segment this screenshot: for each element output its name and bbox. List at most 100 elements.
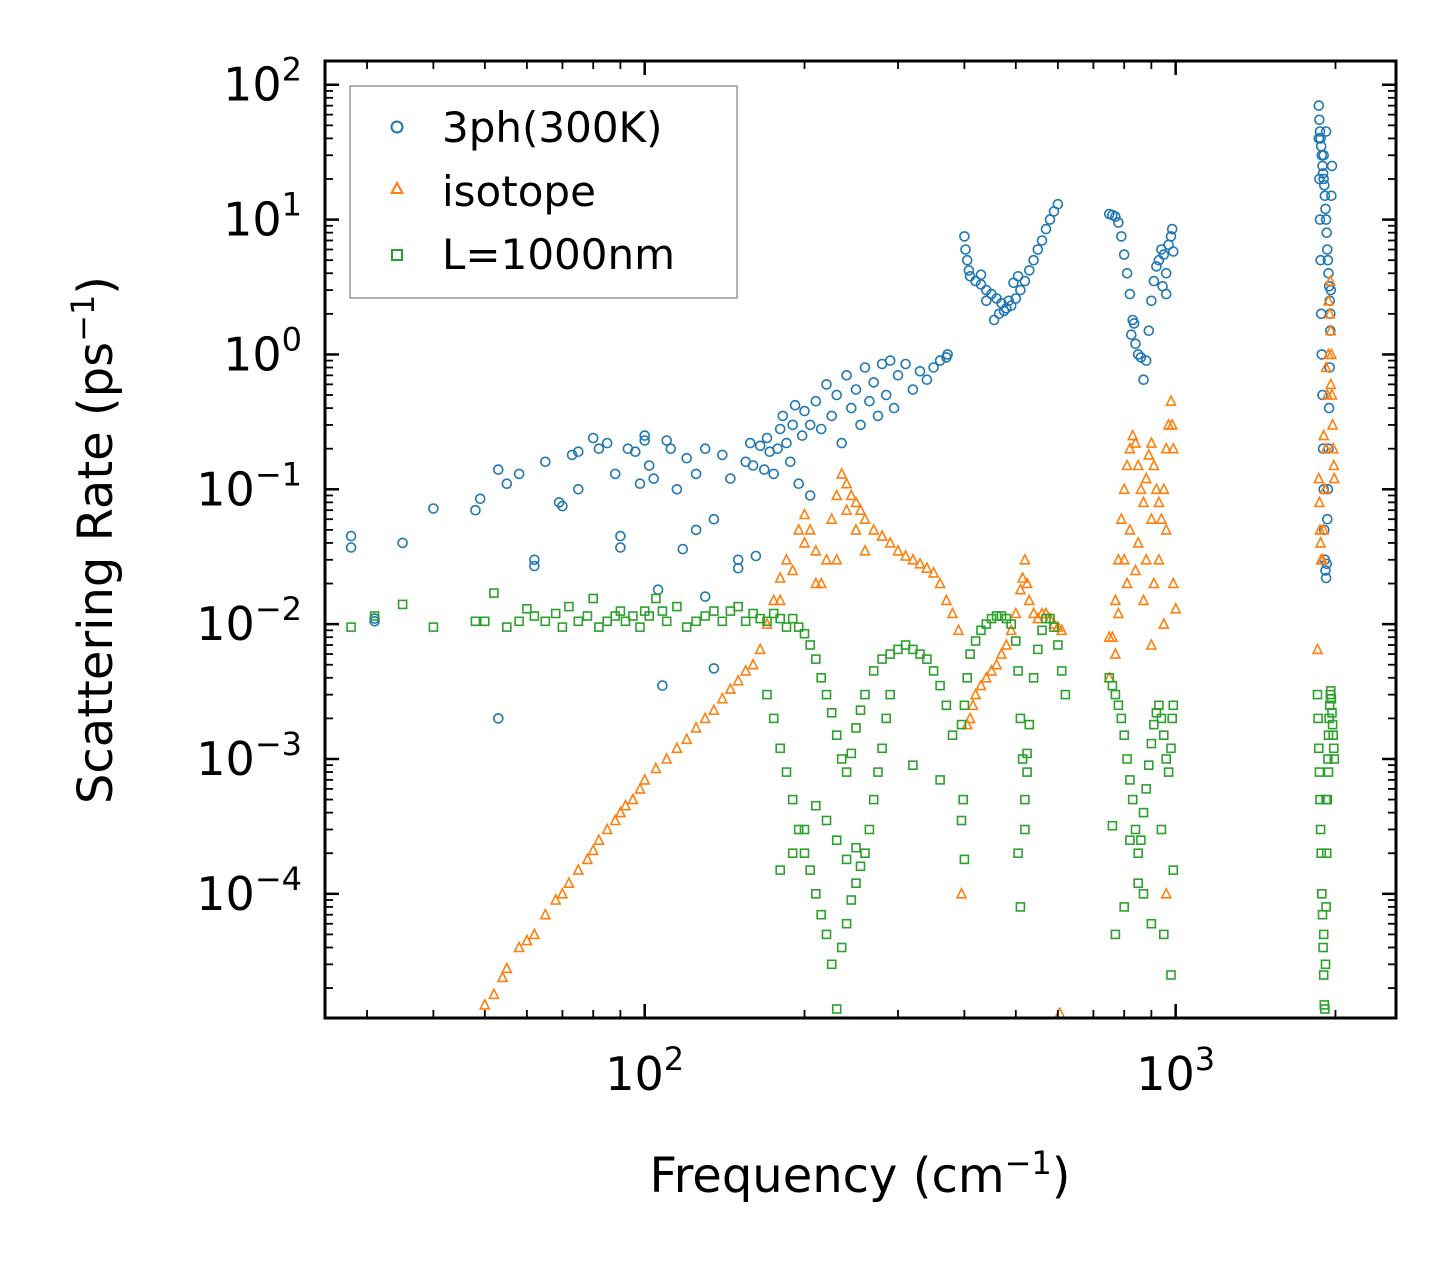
data-point [1040,223,1052,235]
data-point [761,432,773,444]
data-point [821,689,832,700]
data-point [1136,835,1146,846]
data-point [787,794,798,805]
data-point [841,854,852,865]
data-point [1000,638,1013,650]
data-point [1322,244,1333,255]
data-point [868,377,880,388]
data-point [810,888,821,899]
data-point [1314,767,1325,777]
data-point [690,468,702,480]
data-point [754,642,766,655]
data-point [1326,160,1338,172]
data-point [1317,909,1328,920]
data-point [1314,536,1327,548]
data-point [864,824,875,835]
data-point [648,473,660,484]
data-point [774,571,786,583]
data-point [859,512,871,525]
data-point [1143,325,1155,337]
data-point [1160,267,1172,279]
data-point [799,848,810,859]
data-point [573,616,584,627]
data-point [732,562,744,574]
data-point [967,698,979,711]
data-point [969,687,982,700]
data-point [1146,295,1157,307]
data-point [699,591,711,602]
data-point [1148,458,1160,471]
data-point [1016,571,1029,583]
data-point [345,530,357,542]
data-point [1327,707,1337,718]
data-point [935,775,945,785]
data-point [877,654,887,664]
data-point [1325,347,1338,360]
data-point [991,611,1002,621]
data-point [1055,623,1068,636]
y-tick-label: 10−1 [196,455,302,516]
data-point [784,456,796,468]
data-point [1005,300,1017,312]
data-point [1325,323,1337,336]
data-point [1326,388,1338,400]
data-point [1138,888,1149,899]
data-point [940,593,953,606]
data-point [643,460,655,471]
data-point [781,622,792,632]
data-point [960,244,971,255]
data-point [699,711,711,724]
data-point [787,848,798,859]
data-point [846,895,857,905]
data-point [998,305,1010,317]
data-point [835,467,848,479]
data-point [952,623,965,636]
data-point [846,748,857,759]
data-point [1008,277,1019,289]
data-point [855,861,866,872]
data-point [529,611,540,621]
data-point [1327,719,1338,730]
data-point [1169,602,1182,614]
data-point [1135,352,1147,363]
data-point [884,355,896,366]
data-point [836,754,847,764]
data-point [556,887,569,899]
data-point [1160,523,1172,535]
data-point [841,918,852,929]
data-point [1113,700,1124,711]
data-point [521,933,533,946]
legend-label-isotope: isotope [442,167,596,216]
data-point [1015,284,1026,296]
data-point [762,689,772,700]
data-point [859,544,871,556]
data-point [821,815,832,826]
data-point [1132,536,1144,548]
data-point [681,622,692,632]
data-point [639,430,651,441]
data-point [799,405,810,417]
data-point [1133,848,1143,859]
data-point [755,613,766,624]
data-point [1322,513,1333,525]
data-point [588,593,599,604]
data-point [587,432,599,444]
data-point [1110,929,1121,940]
data-point [601,822,613,835]
data-point [900,358,911,370]
data-point [614,805,627,818]
data-point [1124,441,1136,454]
data-point [880,389,892,401]
data-point [775,743,786,754]
data-point [885,649,896,659]
data-point [1013,848,1023,859]
data-point [1323,402,1335,414]
data-point [572,863,585,875]
data-point [768,608,779,619]
data-point [750,550,762,562]
data-point [959,854,970,865]
data-point [1010,636,1021,646]
data-point [964,270,976,282]
data-point [927,566,940,578]
